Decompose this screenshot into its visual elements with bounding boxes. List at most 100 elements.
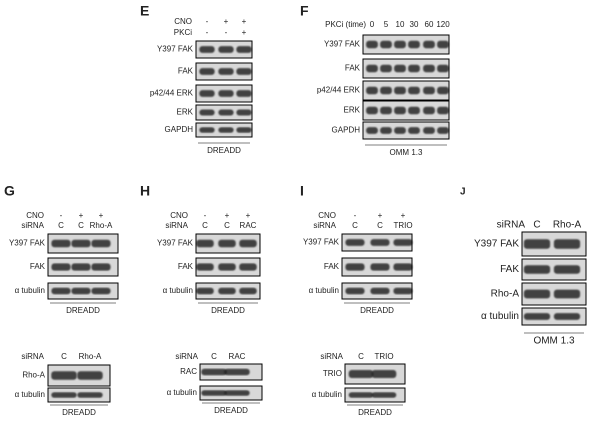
lane-label: C [533, 220, 540, 231]
blot-frame [47, 257, 119, 277]
lane-label: + [246, 211, 251, 220]
blot-frame [341, 282, 413, 300]
blot-frame [199, 363, 263, 381]
panel: H CNO - + + siRNA C C RAC Y397 FAK FAK α tubulin DRE… [140, 183, 261, 315]
blot-band [408, 106, 420, 115]
blot-frame [341, 257, 413, 277]
blot-frame [47, 282, 119, 300]
blot-band [224, 368, 250, 376]
blot-label: FAK [178, 262, 194, 271]
blot-band [218, 239, 236, 248]
blot-band [218, 68, 234, 75]
blot-band [523, 289, 551, 299]
blot-band [71, 239, 91, 248]
blot-label: FAK [324, 262, 340, 271]
blot-band [196, 263, 214, 271]
blot-frame [344, 387, 406, 403]
lane-label: C [211, 352, 217, 361]
caption: DREADD [358, 408, 392, 417]
lane-label: + [242, 17, 247, 26]
blot-band [394, 86, 406, 95]
blot-band [393, 287, 413, 295]
blot-band [348, 370, 374, 378]
blot-band [366, 106, 378, 115]
blot-frame [521, 307, 587, 326]
condition-label: CNO [318, 211, 336, 220]
blot-band [523, 265, 551, 274]
blot-label: ERK [344, 106, 361, 115]
blot-band [91, 287, 111, 295]
blot-band [371, 392, 397, 398]
caption: OMM 1.3 [390, 148, 423, 157]
lane-label: C [358, 352, 364, 361]
blot-band [380, 127, 392, 134]
blot-band [423, 64, 435, 73]
caption: OMM 1.3 [533, 336, 575, 347]
blot-band [239, 263, 257, 271]
blot-band [380, 40, 392, 49]
condition-label: siRNA [320, 352, 343, 361]
lane-label: 10 [396, 20, 405, 29]
lane-label: C [61, 352, 67, 361]
panel: siRNA C TRIO TRIO α tubulin DREADD [312, 352, 406, 417]
caption: DREADD [62, 408, 96, 417]
lane-label: + [242, 28, 247, 37]
blot-frame [195, 40, 253, 59]
blot-label: p42/44 ERK [317, 86, 361, 95]
lane-label: TRIO [374, 352, 393, 361]
blot-band [408, 40, 420, 49]
blot-band [366, 127, 378, 134]
blot-band [348, 392, 374, 398]
blot-band [380, 86, 392, 95]
condition-label: PKCi (time) [325, 20, 366, 29]
blot-label: TRIO [323, 369, 342, 378]
blot-band [199, 46, 215, 53]
lane-label: + [378, 211, 383, 220]
caption: DREADD [66, 306, 100, 315]
blot-label: α tubulin [15, 286, 45, 295]
blot-band [218, 127, 234, 133]
condition-label: siRNA [313, 221, 336, 230]
blot-band [51, 392, 77, 398]
lane-label: Rho-A [90, 221, 113, 230]
lane-label: 0 [370, 20, 375, 29]
lane-label: C [78, 221, 84, 230]
blot-band [71, 287, 91, 295]
lane-label: C [377, 221, 383, 230]
blot-frame [195, 84, 253, 103]
blot-band [437, 86, 449, 95]
blot-band [437, 106, 449, 115]
panel-letter: E [140, 3, 149, 19]
blot-frame [521, 258, 587, 281]
lane-label: TRIO [393, 221, 412, 230]
lane-label: + [99, 211, 104, 220]
panel: I CNO - + + siRNA C C TRIO Y397 FAK FAK α tubulin DR… [300, 183, 413, 315]
blot-band [423, 106, 435, 115]
blot-band [423, 40, 435, 49]
blot-label: GAPDH [332, 126, 361, 135]
blot-band [51, 239, 71, 248]
lane-label: 30 [410, 20, 419, 29]
condition-label: PKCi [174, 28, 192, 37]
blot-label: Y397 FAK [303, 238, 340, 247]
blot-band [394, 64, 406, 73]
blot-band [51, 371, 77, 380]
blot-band [71, 263, 91, 271]
caption: DREADD [214, 406, 248, 415]
lane-label: Rho-A [553, 220, 582, 231]
blot-band [218, 90, 234, 97]
blot-band [380, 64, 392, 73]
blot-band [218, 287, 236, 295]
blot-band [199, 127, 215, 133]
blot-band [523, 313, 551, 320]
blot-background [363, 59, 449, 78]
blot-band [423, 127, 435, 134]
blot-band [224, 390, 250, 396]
blot-band [553, 289, 581, 299]
lane-label: C [58, 221, 64, 230]
blot-frame [199, 385, 263, 401]
blot-label: Y397 FAK [324, 40, 361, 49]
blot-background [363, 101, 449, 120]
blot-label: FAK [178, 67, 194, 76]
